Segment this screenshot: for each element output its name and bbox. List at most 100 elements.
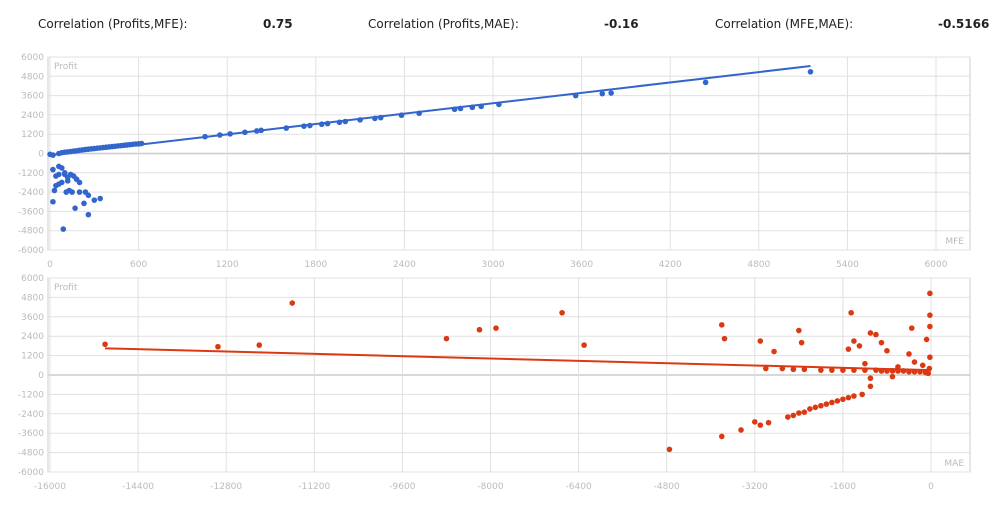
mae-point (927, 354, 933, 361)
mfe-point (76, 189, 83, 195)
x-tick-label: -4800 (654, 482, 680, 492)
mae-point (757, 422, 764, 428)
mae-point (823, 401, 830, 407)
mae-point (889, 373, 896, 380)
y-tick-label: 0 (38, 371, 44, 381)
mfe-point (50, 198, 56, 205)
mae-point (919, 362, 926, 369)
x-tick-label: -14400 (122, 482, 154, 492)
y-tick-label: 1200 (21, 130, 44, 140)
x-tick-label: -12800 (210, 482, 242, 492)
mfe-point (85, 192, 92, 199)
mfe-point (50, 152, 56, 158)
mfe-point (64, 178, 71, 184)
mfe-point (496, 101, 502, 108)
mae-point (900, 368, 907, 374)
mfe-point (608, 90, 614, 96)
mfe-point (59, 179, 65, 186)
corr-value-profit-mfe: 0.75 (263, 17, 293, 31)
mfe-point (61, 171, 68, 178)
y-axis-label: Profit (54, 62, 78, 72)
y-tick-label: -3600 (18, 207, 44, 217)
x-tick-label: -3200 (742, 482, 768, 492)
mae-point (738, 427, 744, 433)
mfe-point (357, 117, 363, 123)
mfe-point (283, 125, 290, 131)
corr-label-profit-mae: Correlation (Profits,MAE): (368, 17, 519, 31)
mae-point (718, 433, 725, 440)
mfe-point (56, 171, 62, 178)
mae-point (102, 341, 108, 348)
mae-point (867, 383, 874, 390)
x-tick-label: -1600 (830, 482, 856, 492)
y-tick-label: 2400 (21, 111, 44, 121)
x-tick-label: 1800 (304, 260, 327, 270)
x-tick-label: 4800 (747, 260, 770, 270)
mae-point (917, 368, 923, 375)
mae-point (923, 336, 930, 343)
mae-point (443, 335, 450, 342)
mae-point (884, 368, 890, 374)
mfe-point (599, 90, 606, 97)
y-axis-label: Profit (54, 283, 78, 293)
mae-point (840, 367, 846, 373)
x-tick-label: -8000 (477, 482, 503, 492)
trendline (49, 65, 811, 157)
y-tick-label: 1200 (21, 352, 44, 362)
mfe-point (97, 195, 104, 202)
mae-point (559, 309, 565, 316)
mae-point (927, 290, 933, 297)
mfe-point (372, 115, 378, 122)
mae-point (884, 347, 890, 354)
y-tick-label: 6000 (21, 274, 44, 284)
y-tick-label: -6000 (18, 246, 44, 256)
mae-point (289, 300, 296, 306)
mfe-point (72, 205, 78, 211)
mae-point (829, 399, 835, 406)
mae-point (926, 365, 933, 372)
mae-point (911, 368, 918, 375)
mae-point (908, 325, 915, 331)
x-tick-label: -9600 (389, 482, 415, 492)
mfe-point (242, 129, 248, 136)
mae-point (476, 326, 483, 333)
mae-point (798, 339, 805, 346)
corr-value-profit-mae: -0.16 (604, 17, 639, 31)
x-tick-label: 0 (928, 482, 934, 492)
mae-point (867, 330, 874, 336)
mfe-point (59, 165, 65, 171)
mae-point (801, 366, 808, 373)
mae-point (848, 309, 854, 316)
mae-point (845, 394, 852, 401)
y-tick-label: -4800 (18, 227, 44, 237)
mae-point (785, 414, 791, 420)
mfe-point (451, 106, 458, 113)
mfe-point (301, 123, 307, 129)
y-tick-label: 3600 (21, 313, 44, 323)
y-tick-label: -1200 (18, 169, 44, 179)
mae-point (925, 370, 932, 377)
x-tick-label: 4200 (659, 260, 682, 270)
mfe-point (202, 133, 208, 140)
mae-point (895, 368, 901, 374)
mae-point (867, 375, 874, 382)
mae-point (878, 339, 885, 346)
mfe-point (81, 200, 87, 207)
y-tick-label: -2400 (18, 410, 44, 420)
mae-point (927, 323, 933, 330)
y-tick-label: -3600 (18, 429, 44, 439)
mfe-point (307, 122, 313, 129)
y-tick-label: 6000 (21, 53, 44, 63)
mfe-point (60, 226, 67, 232)
x-axis-label: MFE (945, 237, 964, 247)
mfe-point (253, 128, 260, 134)
mae-point (859, 391, 865, 398)
mfe-point (69, 189, 75, 195)
x-tick-label: -6400 (566, 482, 592, 492)
mfe-point (469, 104, 476, 111)
mfe-point (324, 120, 331, 127)
mae-point (895, 364, 901, 370)
mae-point (718, 322, 725, 328)
mfe-point (336, 119, 343, 126)
trendline (105, 347, 932, 372)
